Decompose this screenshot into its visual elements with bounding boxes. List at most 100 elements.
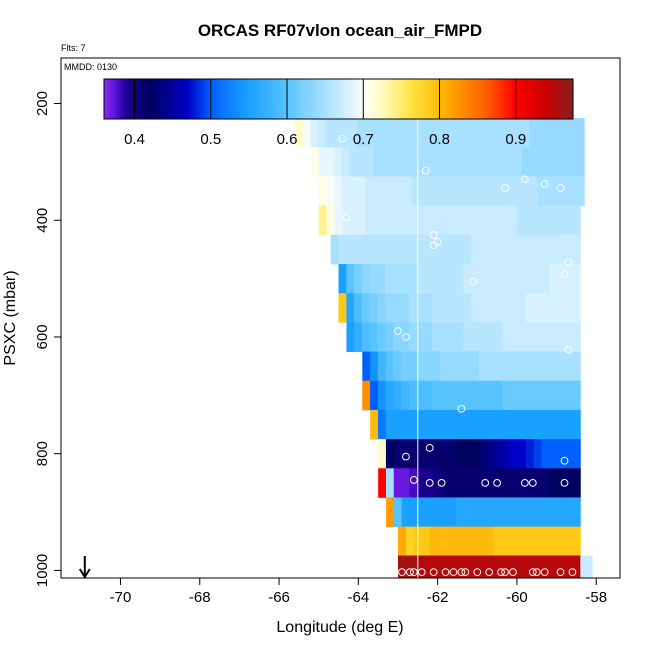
heatmap-cell <box>516 526 526 557</box>
heatmap-cell <box>440 322 449 352</box>
heatmap-cell <box>338 293 347 323</box>
heatmap-cell <box>502 439 511 469</box>
heatmap-cell <box>326 118 335 148</box>
heatmap-cell <box>451 118 460 148</box>
heatmap-cell <box>354 293 363 323</box>
heatmap-cell <box>469 526 478 557</box>
heatmap-cell <box>572 234 581 265</box>
heatmap-cell <box>338 234 347 265</box>
heatmap-cell <box>540 205 550 236</box>
heatmap-cell <box>467 176 476 207</box>
heatmap-cell <box>432 439 441 469</box>
heatmap-cell <box>494 409 503 440</box>
heatmap-cell <box>463 380 472 411</box>
heatmap-cell <box>508 205 518 236</box>
heatmap-cell <box>437 555 446 578</box>
y-tick-label: 800 <box>34 441 51 466</box>
heatmap-cell <box>421 555 431 578</box>
heatmap-cell <box>408 264 417 294</box>
heatmap-cell <box>400 293 410 323</box>
heatmap-cell <box>393 322 402 352</box>
heatmap-cell <box>380 118 390 148</box>
observation-point <box>402 333 410 341</box>
heatmap-cell <box>447 264 456 294</box>
heatmap-cell <box>529 118 538 148</box>
heatmap-cell <box>482 118 491 148</box>
heatmap-cell <box>533 468 542 498</box>
heatmap-cell <box>479 351 488 382</box>
observation-point <box>457 404 466 413</box>
heatmap-cell <box>365 176 374 207</box>
heatmap-cell <box>370 409 379 440</box>
heatmap-cell <box>525 409 535 440</box>
heatmap-cell <box>463 497 472 528</box>
y-tick-label: 600 <box>34 324 51 349</box>
heatmap-cell <box>459 147 468 177</box>
heatmap-cell <box>502 351 511 382</box>
heatmap-cell <box>424 497 434 528</box>
heatmap-cell <box>556 555 565 578</box>
heatmap-cell <box>370 351 379 382</box>
heatmap-cell <box>396 147 405 177</box>
heatmap-cell <box>385 264 394 294</box>
heatmap-cell <box>477 555 486 578</box>
heatmap-cell <box>404 118 413 148</box>
heatmap-cell <box>494 322 503 352</box>
heatmap-cell <box>486 380 496 411</box>
heatmap-cell <box>477 526 486 557</box>
heatmap-cell <box>397 526 407 557</box>
heatmap-cell <box>541 439 550 469</box>
heatmap-cell <box>572 497 581 528</box>
heatmap-cell <box>416 351 426 382</box>
heatmap-cell <box>493 555 502 578</box>
observation-point <box>509 568 517 577</box>
heatmap-cell <box>521 147 531 177</box>
observation-point <box>481 478 490 487</box>
colorbar <box>103 78 574 120</box>
heatmap-cell <box>533 351 542 382</box>
heatmap-cell <box>478 234 488 265</box>
heatmap-cell <box>525 439 535 469</box>
heatmap-cell <box>541 234 550 265</box>
heatmap-cell <box>393 264 402 294</box>
heatmap-cell <box>556 380 566 411</box>
heatmap-cell <box>401 322 410 352</box>
heatmap-cell <box>440 380 449 411</box>
heatmap-cell <box>396 176 406 207</box>
heatmap-cell <box>409 351 418 382</box>
heatmap-cell <box>445 205 454 236</box>
heatmap-cell <box>373 176 382 207</box>
heatmap-cell <box>346 293 355 323</box>
heatmap-cell <box>405 526 415 557</box>
heatmap-cell <box>393 497 403 528</box>
heatmap-cell <box>549 234 558 265</box>
heatmap-cell <box>533 497 542 528</box>
heatmap-cell <box>408 234 417 265</box>
y-tick-label: 400 <box>34 208 51 233</box>
heatmap-cell <box>424 264 433 294</box>
heatmap-cell <box>334 176 343 207</box>
heatmap-cell <box>463 468 472 498</box>
heatmap-cell <box>381 147 390 177</box>
observation-point <box>568 568 577 577</box>
heatmap-cell <box>498 176 507 207</box>
heatmap-cell <box>448 439 457 469</box>
heatmap-cell <box>455 234 464 265</box>
heatmap-cell <box>404 147 413 177</box>
heatmap-cell <box>393 380 402 411</box>
heatmap-cell <box>416 293 425 323</box>
heatmap-cell <box>494 497 504 528</box>
heatmap-cell <box>400 234 410 265</box>
heatmap-cell <box>532 205 542 236</box>
heatmap-cell <box>448 409 457 440</box>
heatmap-cell <box>432 234 441 265</box>
heatmap-cell <box>302 118 311 148</box>
colorbar-tick-label: 0.5 <box>200 131 221 148</box>
heatmap-cell <box>471 234 480 265</box>
heatmap-cell <box>501 205 510 236</box>
heatmap-cell <box>533 439 542 469</box>
heatmap-cell <box>318 147 327 177</box>
x-axis: -70 -68 -66 -64 -62 -60 -58 <box>110 578 607 606</box>
heatmap-cell <box>463 409 472 440</box>
observation-point <box>409 476 418 484</box>
